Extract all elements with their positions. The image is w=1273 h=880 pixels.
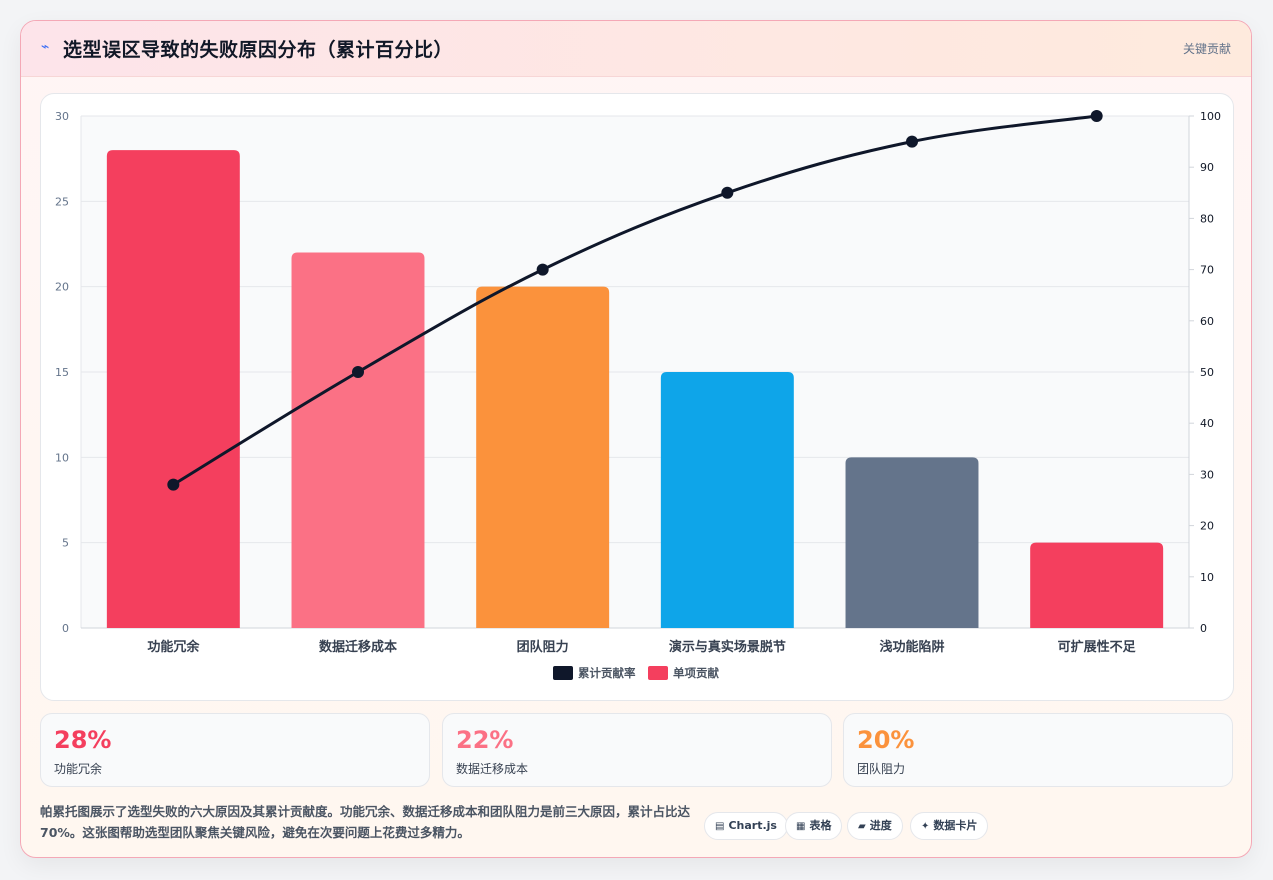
stat-card: 20% 团队阻力 bbox=[843, 713, 1233, 787]
stat-card: 22% 数据迁移成本 bbox=[442, 713, 832, 787]
bar bbox=[291, 252, 425, 629]
y2-tick-label: 100 bbox=[1200, 110, 1221, 123]
stat-label: 功能冗余 bbox=[54, 762, 103, 776]
y-tick-label: 20 bbox=[55, 281, 69, 294]
stat-label: 数据迁移成本 bbox=[456, 762, 529, 776]
pareto-chart: 0 5 10 15 20 25 30 0 10 20 30 40 50 60 70 80 90 100 功能冗余 数据… bbox=[55, 110, 1221, 680]
lightning-icon: ⌁ bbox=[41, 39, 50, 55]
y-tick-label: 30 bbox=[55, 110, 69, 123]
y2-tick-label: 20 bbox=[1200, 520, 1214, 533]
y2-tick-label: 30 bbox=[1200, 468, 1214, 481]
cumulative-point bbox=[906, 135, 918, 148]
pill-progress[interactable]: ▰ 进度 bbox=[847, 812, 903, 840]
y2-tick-label: 70 bbox=[1200, 264, 1214, 277]
cumulative-point bbox=[352, 366, 364, 378]
cumulative-point bbox=[721, 186, 734, 199]
stat-card: 28% 功能冗余 bbox=[40, 713, 430, 787]
pill-label: 进度 bbox=[869, 819, 892, 832]
page-title: 选型误区导致的失败原因分布（累计百分比） bbox=[63, 39, 454, 61]
x-tick-label: 团队阻力 bbox=[517, 639, 569, 655]
cumulative-point bbox=[167, 478, 180, 491]
pill-label: 数据卡片 bbox=[933, 819, 978, 832]
chart-description: 帕累托图展示了选型失败的六大原因及其累计贡献度。功能冗余、数据迁移成本和团队阻力… bbox=[40, 804, 691, 840]
sparkle-icon: ✦ bbox=[921, 821, 930, 832]
x-tick-label: 功能冗余 bbox=[147, 639, 200, 655]
bar bbox=[106, 150, 240, 628]
chart-panel: 0 5 10 15 20 25 30 0 10 20 30 40 50 60 70 80 90 100 功能冗余 数据… bbox=[40, 93, 1234, 701]
stat-value: 22% bbox=[456, 726, 514, 754]
stat-label: 团队阻力 bbox=[857, 762, 906, 776]
bar bbox=[476, 286, 610, 628]
cumulative-line bbox=[172, 114, 1097, 486]
stat-value: 28% bbox=[54, 726, 112, 754]
y-tick-label: 5 bbox=[62, 537, 69, 550]
y2-tick-label: 90 bbox=[1200, 161, 1214, 174]
legend-label: 单项贡献 bbox=[673, 666, 719, 680]
pill-table[interactable]: ▦ 表格 bbox=[785, 812, 843, 840]
x-tick-label: 浅功能陷阱 bbox=[879, 639, 944, 655]
y-tick-label: 15 bbox=[55, 366, 69, 379]
pill-label: Chart.js bbox=[728, 819, 777, 832]
chart-card: ⌁ 选型误区导致的失败原因分布（累计百分比） 关键贡献 0 5 10 15 20 25 30… bbox=[20, 20, 1252, 858]
chart-icon: ▤ bbox=[715, 821, 725, 832]
x-tick-label: 数据迁移成本 bbox=[319, 639, 397, 655]
y-tick-label: 0 bbox=[62, 622, 69, 635]
x-tick-label: 可扩展性不足 bbox=[1058, 639, 1137, 655]
card-header: ⌁ 选型误区导致的失败原因分布（累计百分比） 关键贡献 bbox=[21, 21, 1251, 77]
stat-cards: 28% 功能冗余 22% 数据迁移成本 20% 团队阻力 bbox=[40, 713, 1234, 787]
y2-tick-label: 50 bbox=[1200, 366, 1214, 379]
bar bbox=[660, 372, 794, 628]
progress-icon: ▰ bbox=[858, 821, 866, 832]
cumulative-point bbox=[536, 263, 549, 276]
pill-data-card[interactable]: ✦ 数据卡片 bbox=[910, 812, 989, 840]
legend-swatch bbox=[553, 666, 573, 680]
bar bbox=[1030, 542, 1164, 628]
legend-label: 累计贡献率 bbox=[578, 666, 636, 680]
bar bbox=[845, 457, 979, 628]
table-icon: ▦ bbox=[796, 821, 806, 832]
y2-tick-label: 40 bbox=[1200, 417, 1214, 430]
y2-tick-label: 60 bbox=[1200, 315, 1214, 328]
pill-chartjs[interactable]: ▤ Chart.js bbox=[704, 812, 788, 840]
pill-label: 表格 bbox=[809, 819, 832, 832]
y-tick-label: 25 bbox=[55, 195, 69, 208]
y2-tick-label: 10 bbox=[1200, 571, 1214, 584]
y2-tick-label: 0 bbox=[1200, 622, 1207, 635]
cumulative-point bbox=[1090, 110, 1103, 122]
y-tick-label: 10 bbox=[55, 451, 69, 464]
header-tag: 关键贡献 bbox=[1182, 42, 1231, 56]
y2-tick-label: 80 bbox=[1200, 212, 1214, 225]
x-tick-label: 演示与真实场景脱节 bbox=[669, 639, 786, 655]
stat-value: 20% bbox=[857, 726, 915, 754]
legend-swatch bbox=[648, 666, 668, 680]
